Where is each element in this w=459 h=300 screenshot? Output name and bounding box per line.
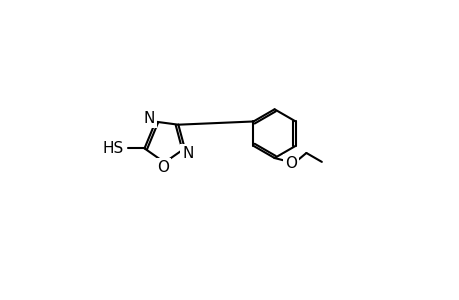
Text: N: N [143,111,154,126]
Text: N: N [182,146,193,161]
Text: O: O [157,160,169,175]
Text: O: O [284,156,297,171]
Text: HS: HS [102,141,123,156]
